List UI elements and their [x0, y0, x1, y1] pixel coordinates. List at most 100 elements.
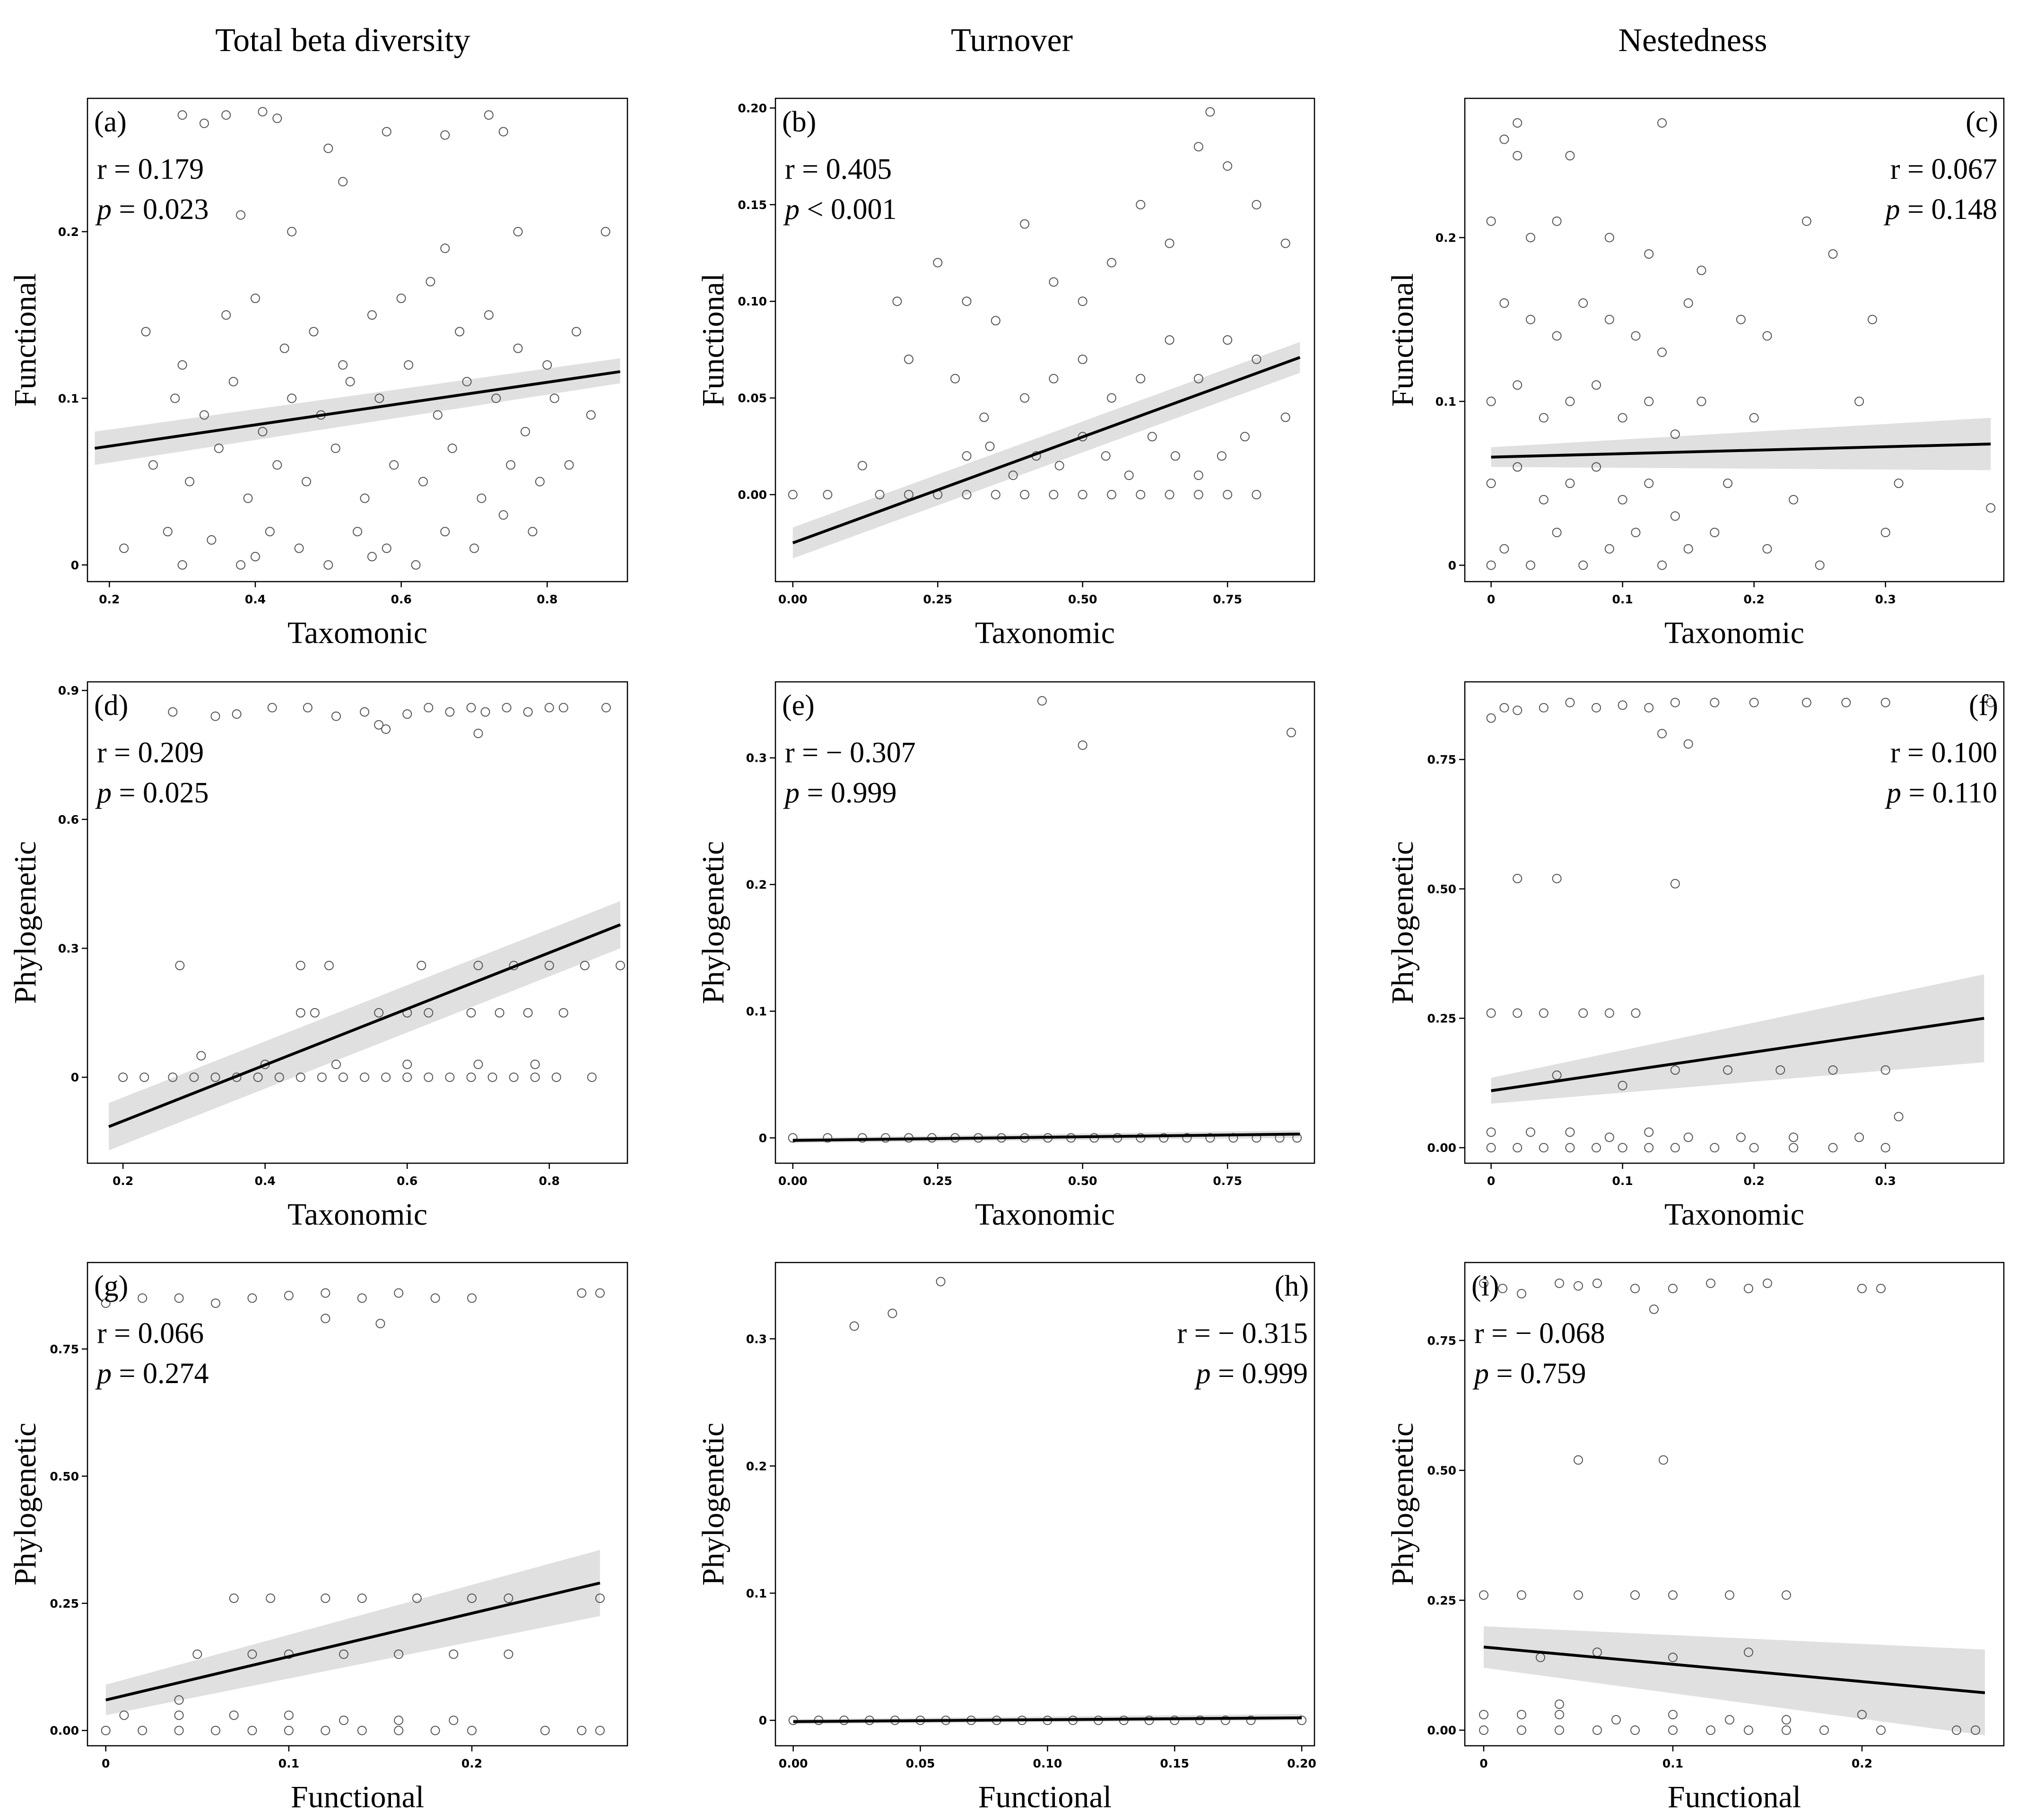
data-point	[1630, 1725, 1640, 1735]
data-point	[1710, 528, 1720, 538]
data-point	[1592, 1725, 1602, 1735]
x-axis-label: Taxonomic	[975, 1197, 1115, 1232]
data-point	[382, 543, 391, 553]
data-point	[491, 393, 501, 403]
x-tick-label: 0.3	[1875, 592, 1896, 606]
data-point	[440, 527, 450, 537]
data-point	[1604, 1008, 1614, 1018]
x-tick-label: 0.00	[778, 1174, 808, 1188]
data-point	[857, 1133, 867, 1143]
data-point	[473, 960, 483, 970]
data-point	[1880, 528, 1890, 538]
data-point	[1644, 396, 1654, 406]
data-point	[595, 1594, 605, 1603]
data-point	[394, 1649, 404, 1659]
data-point	[375, 1319, 385, 1329]
data-point	[331, 711, 341, 721]
data-point	[1049, 374, 1059, 383]
data-point	[339, 1716, 348, 1725]
y-tick-label: 0.2	[746, 878, 767, 892]
data-point	[360, 493, 370, 503]
data-point	[904, 354, 913, 364]
data-point	[558, 703, 568, 713]
x-tick-label: 0	[1487, 1174, 1495, 1188]
y-tick-label: 0.6	[58, 813, 79, 827]
data-point	[1683, 298, 1693, 308]
data-point	[513, 226, 523, 236]
data-point	[1592, 1143, 1601, 1153]
x-tick-label: 0	[1487, 592, 1495, 606]
data-point	[1252, 354, 1261, 364]
data-point	[1668, 1590, 1678, 1600]
data-point	[530, 1072, 540, 1082]
data-point	[1552, 873, 1562, 883]
data-point	[317, 1072, 327, 1082]
data-point	[1696, 396, 1706, 406]
data-point	[1037, 696, 1047, 706]
plot-frame	[1464, 97, 2005, 583]
data-point	[324, 960, 334, 970]
x-axis-label: Taxonomic	[975, 616, 1115, 650]
data-point	[1078, 354, 1087, 364]
data-point	[1182, 1133, 1192, 1143]
data-point	[1762, 331, 1772, 341]
x-tick-label: 0.25	[923, 1174, 952, 1188]
data-point	[1280, 238, 1290, 248]
data-point	[849, 1321, 859, 1331]
data-point	[1565, 1143, 1575, 1153]
scatter-panel-g: 0 0.1 0.2 0.00 0.25 0.50 0.75 Functional Phyloge…	[8, 1262, 628, 1814]
data-point	[189, 1072, 199, 1082]
scatter-panel-e: 0.00 0.25 0.50 0.75 0 0.1 0.2 0.3 Taxonomic Phylo…	[696, 681, 1315, 1232]
data-point	[1513, 1143, 1522, 1153]
data-point	[571, 327, 581, 337]
data-point	[1486, 1127, 1496, 1137]
x-axis-label: Functional	[978, 1780, 1112, 1814]
confidence-band	[105, 1550, 600, 1716]
data-point	[1618, 413, 1627, 423]
data-point	[1049, 490, 1059, 500]
data-point	[1565, 479, 1575, 488]
data-point	[509, 1072, 519, 1082]
data-point	[1630, 1590, 1640, 1600]
y-tick-label: 0.25	[1427, 1594, 1456, 1607]
data-point	[1801, 216, 1811, 226]
data-point	[466, 1072, 476, 1082]
data-point	[174, 1293, 184, 1303]
data-point	[1486, 479, 1496, 488]
data-point	[382, 127, 391, 137]
data-point	[1486, 396, 1496, 406]
data-point	[1749, 1143, 1759, 1153]
data-point	[381, 724, 391, 734]
data-point	[1880, 1065, 1890, 1075]
data-point	[1710, 1143, 1720, 1153]
data-point	[1880, 697, 1890, 707]
data-point	[1539, 413, 1549, 423]
data-point	[433, 410, 443, 420]
data-point	[477, 493, 487, 503]
data-point	[1857, 1283, 1867, 1293]
regression-line	[793, 1716, 1302, 1723]
data-point	[469, 543, 479, 553]
y-tick-label: 0.1	[58, 392, 79, 405]
data-point	[1644, 1127, 1654, 1137]
data-point	[1124, 470, 1134, 480]
data-point	[1604, 314, 1614, 324]
data-point	[1246, 1716, 1256, 1725]
data-point	[394, 1288, 404, 1298]
data-point	[1604, 544, 1614, 554]
data-point	[1565, 1127, 1575, 1137]
data-point	[528, 527, 538, 537]
data-point	[1517, 1289, 1526, 1298]
x-tick-label: 0.1	[278, 1757, 299, 1770]
y-tick-label: 0.1	[1435, 395, 1456, 409]
data-point	[1618, 495, 1627, 505]
data-point	[1894, 479, 1904, 488]
data-point	[1775, 1065, 1785, 1075]
data-point	[1552, 528, 1562, 538]
y-tick-label: 0.75	[50, 1342, 79, 1356]
data-point	[1552, 1070, 1562, 1080]
data-point	[287, 226, 297, 236]
data-point	[331, 444, 340, 453]
data-point	[404, 360, 414, 370]
